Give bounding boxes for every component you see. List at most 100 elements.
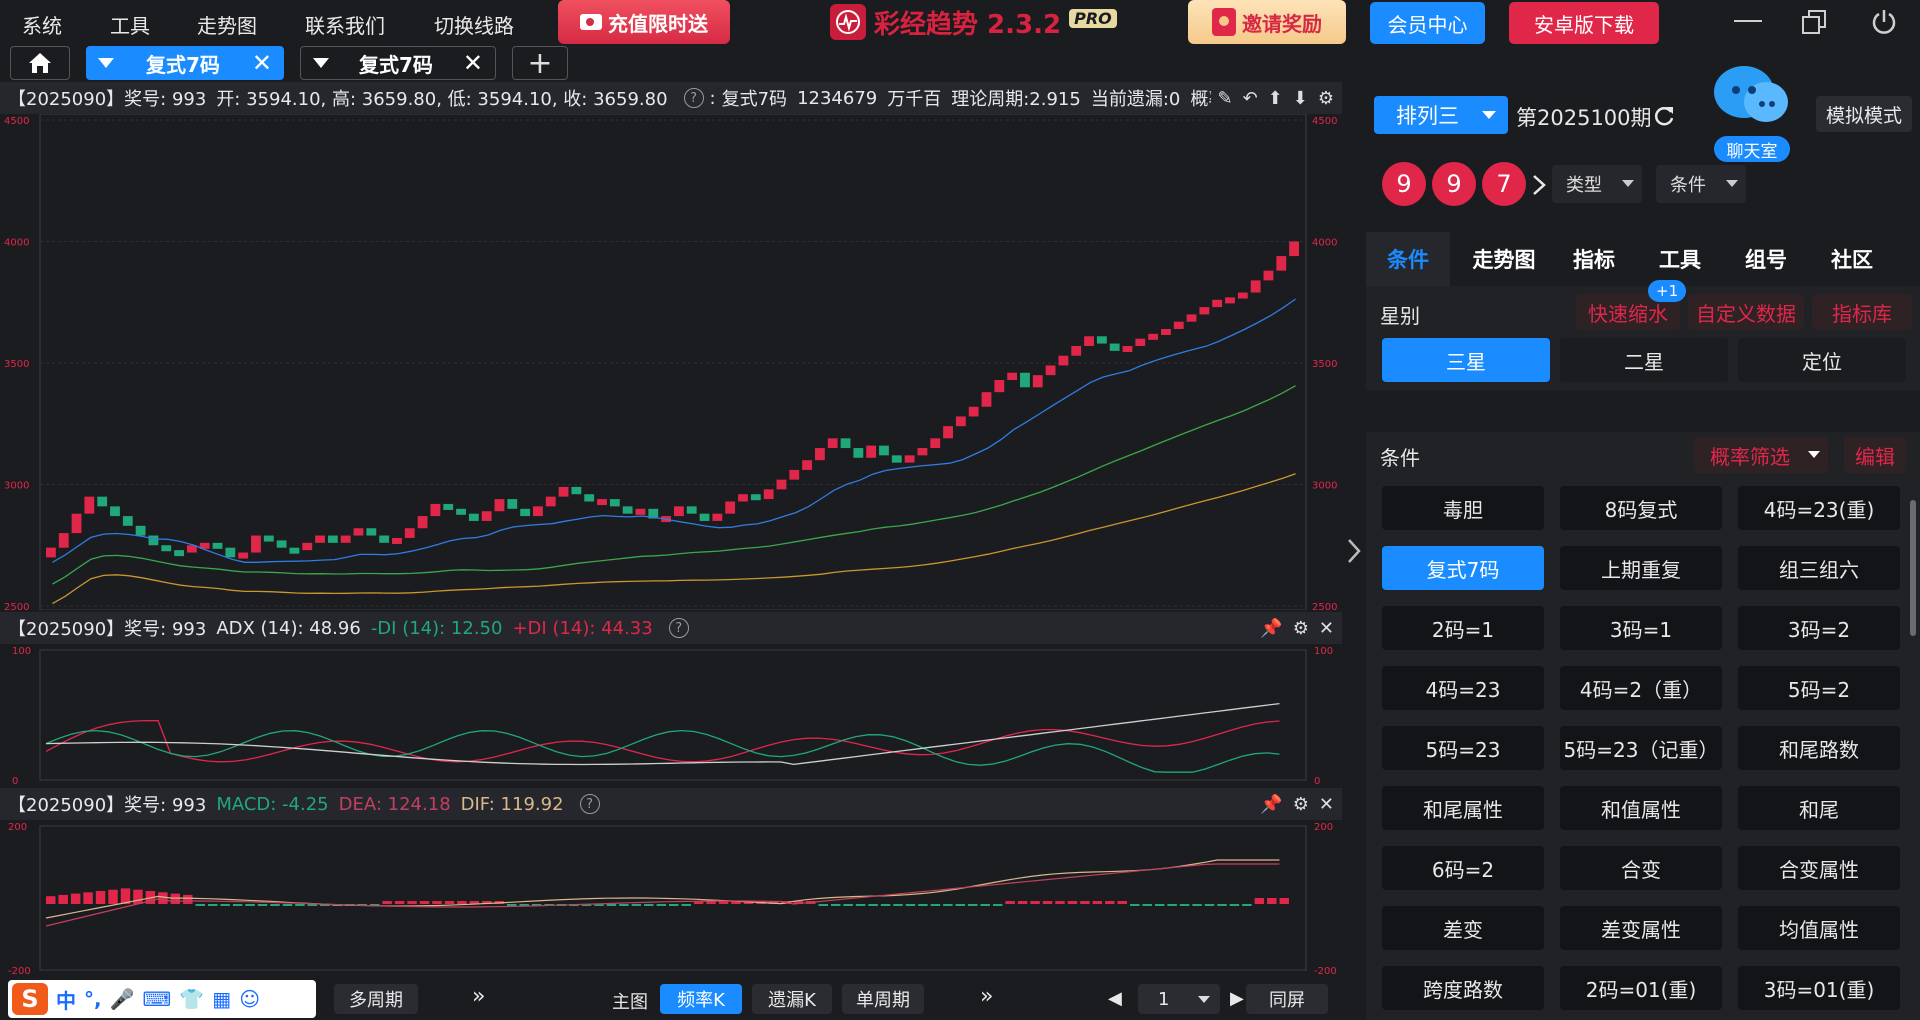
tab-group-number[interactable]: 组号 xyxy=(1745,248,1787,272)
menu-trend-chart[interactable]: 走势图 xyxy=(197,14,257,38)
type-dropdown[interactable]: 类型 xyxy=(1552,165,1642,203)
condition-button[interactable]: 组三组六 xyxy=(1738,546,1900,590)
condition-button[interactable]: 均值属性 xyxy=(1738,906,1900,950)
help-icon[interactable]: ? xyxy=(683,88,704,108)
condition-button[interactable]: 和尾 xyxy=(1738,786,1900,830)
tab-indicators[interactable]: 指标 xyxy=(1573,248,1615,272)
more-left-icon[interactable]: » xyxy=(472,984,486,1009)
prev-page-icon[interactable]: ◀ xyxy=(1108,988,1122,1009)
settings-icon[interactable]: ⚙ xyxy=(1292,617,1309,639)
lottery-select[interactable]: 排列三 xyxy=(1374,96,1508,134)
more-right-icon[interactable]: » xyxy=(980,984,994,1009)
simulation-mode-button[interactable]: 模拟模式 xyxy=(1816,96,1912,132)
android-download-button[interactable]: 安卓版下载 xyxy=(1509,2,1659,44)
condition-button[interactable]: 8码复式 xyxy=(1560,486,1722,530)
close-icon[interactable]: ✕ xyxy=(462,49,483,77)
chevron-right-icon[interactable] xyxy=(1347,538,1361,564)
adx-indicator-chart[interactable]: 100 100 0 0 xyxy=(0,644,1342,789)
condition-button[interactable]: 4码=23 xyxy=(1382,666,1544,710)
condition-button[interactable]: 2码=01(重) xyxy=(1560,966,1722,1010)
condition-dropdown[interactable]: 条件 xyxy=(1656,165,1746,203)
mascot-icon[interactable]: ☺ xyxy=(239,987,261,1011)
settings-icon[interactable]: ⚙ xyxy=(1292,793,1309,815)
condition-button[interactable]: 4码=23(重) xyxy=(1738,486,1900,530)
miss-k-button[interactable]: 遗漏K xyxy=(752,984,832,1014)
condition-button[interactable]: 和尾路数 xyxy=(1738,726,1900,770)
ime-punctuation-mode[interactable]: °, xyxy=(84,987,102,1011)
restore-icon[interactable] xyxy=(1796,6,1832,38)
close-icon[interactable]: ✕ xyxy=(1318,793,1334,815)
tab-community[interactable]: 社区 xyxy=(1831,248,1873,272)
undo-icon[interactable]: ↶ xyxy=(1242,87,1258,109)
menu-contact[interactable]: 联系我们 xyxy=(305,14,385,38)
edit-button[interactable]: 编辑 xyxy=(1844,437,1906,473)
pin-icon[interactable]: 📌 xyxy=(1260,617,1283,639)
chatroom-mascot[interactable] xyxy=(1712,62,1792,134)
brush-icon[interactable]: ✎ xyxy=(1217,87,1233,109)
star-three-button[interactable]: 三星 xyxy=(1382,338,1550,382)
skin-icon[interactable]: 👕 xyxy=(179,987,205,1011)
indicator-library-button[interactable]: 指标库 xyxy=(1812,294,1912,330)
help-icon[interactable]: ? xyxy=(579,794,600,814)
frequency-k-button[interactable]: 频率K xyxy=(660,984,742,1014)
ime-logo-icon[interactable]: S xyxy=(12,983,48,1015)
tab-trend-chart[interactable]: 走势图 xyxy=(1472,248,1536,272)
condition-button[interactable]: 5码=23（记重） xyxy=(1560,726,1722,770)
settings-icon[interactable]: ⚙ xyxy=(1317,87,1334,109)
condition-button[interactable]: 差变属性 xyxy=(1560,906,1722,950)
condition-button[interactable]: 4码=2（重） xyxy=(1560,666,1722,710)
power-icon[interactable] xyxy=(1866,6,1902,38)
close-icon[interactable]: ✕ xyxy=(251,49,272,77)
condition-button[interactable]: 和尾属性 xyxy=(1382,786,1544,830)
multi-period-button[interactable]: 多周期 xyxy=(334,984,418,1014)
condition-button[interactable]: 复式7码 xyxy=(1382,546,1544,590)
condition-button[interactable]: 3码=1 xyxy=(1560,606,1722,650)
arrow-down-icon[interactable]: ⬇ xyxy=(1292,87,1308,109)
microphone-icon[interactable]: 🎤 xyxy=(109,987,135,1011)
condition-button[interactable]: 3码=01(重) xyxy=(1738,966,1900,1010)
close-icon[interactable]: ✕ xyxy=(1318,617,1334,639)
same-screen-button[interactable]: 同屏 xyxy=(1246,984,1328,1014)
main-kline-chart[interactable]: 4500 4500 4000 4000 3500 3500 3000 3000 2500 2500 xyxy=(0,114,1342,610)
next-page-icon[interactable]: ▶ xyxy=(1230,988,1244,1009)
condition-button[interactable]: 5码=2 xyxy=(1738,666,1900,710)
single-period-button[interactable]: 单周期 xyxy=(842,984,924,1014)
tab-tools[interactable]: 工具 xyxy=(1659,248,1701,272)
add-tab-button[interactable]: + xyxy=(512,46,568,81)
menu-switch-route[interactable]: 切换线路 xyxy=(434,14,514,38)
probability-filter-dropdown[interactable]: 概率筛选 xyxy=(1694,437,1828,473)
scrollbar-thumb[interactable] xyxy=(1910,500,1916,636)
home-tab[interactable] xyxy=(10,46,70,80)
help-icon[interactable]: ? xyxy=(668,618,689,638)
condition-button[interactable]: 和值属性 xyxy=(1560,786,1722,830)
condition-button[interactable]: 2码=1 xyxy=(1382,606,1544,650)
panel-splitter[interactable] xyxy=(1342,82,1366,1020)
tab-fushi7-active[interactable]: 复式7码 ✕ xyxy=(86,46,284,80)
member-center-button[interactable]: 会员中心 xyxy=(1370,2,1485,44)
ime-chinese-mode[interactable]: 中 xyxy=(56,988,76,1013)
condition-button[interactable]: 6码=2 xyxy=(1382,846,1544,890)
chevron-right-icon[interactable] xyxy=(1532,174,1546,196)
condition-button[interactable]: 5码=23 xyxy=(1382,726,1544,770)
minimize-icon[interactable] xyxy=(1730,6,1766,38)
macd-indicator-chart[interactable]: 200 200 -200 -200 xyxy=(0,820,1342,978)
condition-button[interactable]: 跨度路数 xyxy=(1382,966,1544,1010)
menu-tools[interactable]: 工具 xyxy=(110,14,150,38)
custom-data-button[interactable]: 自定义数据 xyxy=(1688,294,1804,330)
keyboard-icon[interactable]: ⌨ xyxy=(142,987,172,1011)
tab-fushi7[interactable]: 复式7码 ✕ xyxy=(300,46,496,80)
condition-button[interactable]: 3码=2 xyxy=(1738,606,1900,650)
invite-reward-button[interactable]: 邀请奖励 xyxy=(1188,0,1346,44)
refresh-icon[interactable] xyxy=(1652,104,1676,128)
condition-button[interactable]: 合变属性 xyxy=(1738,846,1900,890)
recharge-promo-button[interactable]: 充值限时送 xyxy=(558,0,730,44)
condition-button[interactable]: 合变 xyxy=(1560,846,1722,890)
chatroom-label[interactable]: 聊天室 xyxy=(1714,136,1790,162)
apps-grid-icon[interactable]: ▦ xyxy=(212,987,232,1011)
menu-system[interactable]: 系统 xyxy=(22,14,62,38)
star-two-button[interactable]: 二星 xyxy=(1560,338,1728,382)
condition-button[interactable]: 上期重复 xyxy=(1560,546,1722,590)
arrow-up-icon[interactable]: ⬆ xyxy=(1267,87,1283,109)
condition-button[interactable]: 差变 xyxy=(1382,906,1544,950)
tab-conditions[interactable]: 条件 xyxy=(1366,232,1450,286)
